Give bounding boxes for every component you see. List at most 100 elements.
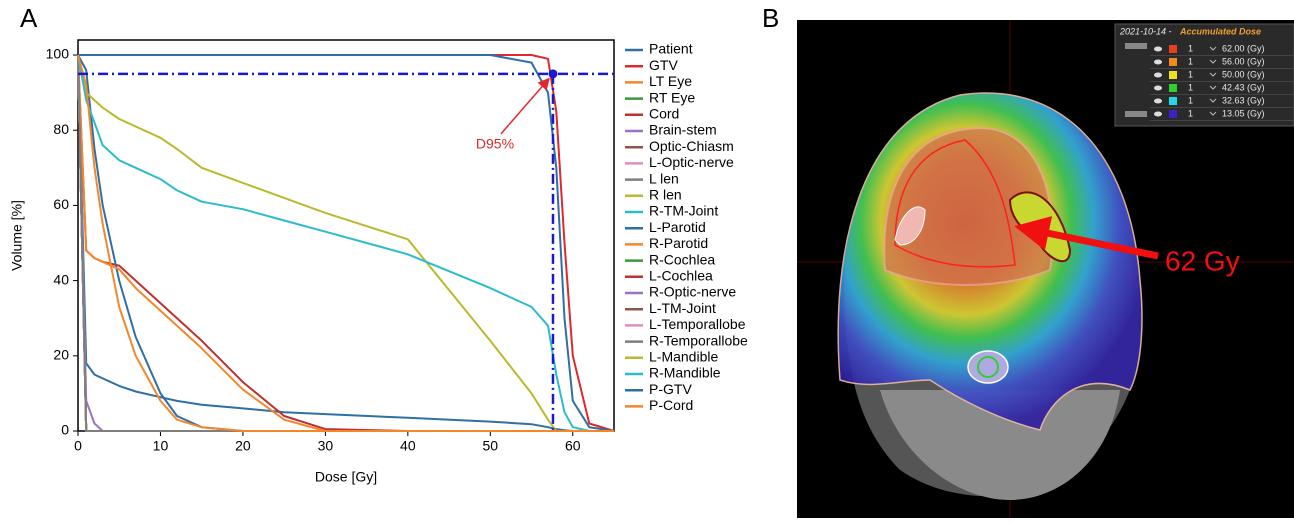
visibility-icon[interactable] xyxy=(1154,85,1162,91)
legend-label: R-Optic-nerve xyxy=(649,284,736,300)
callout-arrow xyxy=(1014,216,1159,260)
x-tick-label: 30 xyxy=(318,438,334,454)
legend-label: RT Eye xyxy=(649,89,695,105)
x-tick-label: 40 xyxy=(400,438,416,454)
visibility-icon[interactable] xyxy=(1154,46,1162,52)
legend-label: R-TM-Joint xyxy=(649,203,718,219)
y-tick-label: 60 xyxy=(53,196,69,212)
gtv-contour xyxy=(894,139,1016,268)
row-dose: 42.43 (Gy) xyxy=(1222,82,1265,92)
ptv-contour xyxy=(883,126,1054,286)
y-axis-label: Volume [%] xyxy=(9,200,25,271)
series-line xyxy=(77,54,614,432)
y-tick-label: 20 xyxy=(53,347,69,363)
legend-label: L-Temporallobe xyxy=(649,316,746,332)
row-dose: 56.00 (Gy) xyxy=(1222,56,1265,66)
legend-label: Brain-stem xyxy=(649,122,717,138)
visibility-icon[interactable] xyxy=(1154,98,1162,104)
legend-label: R-Parotid xyxy=(649,235,708,251)
color-swatch xyxy=(1169,110,1177,118)
legend-label: L-Parotid xyxy=(649,219,706,235)
color-swatch xyxy=(1169,71,1177,79)
slider xyxy=(1125,43,1147,49)
annotation-arrow xyxy=(500,77,550,135)
legend-label: R len xyxy=(649,187,682,203)
table-date: 2021-10-14 - xyxy=(1119,26,1172,36)
row-dose: 50.00 (Gy) xyxy=(1222,69,1265,79)
legend-label: Patient xyxy=(649,41,693,57)
dropdown-icon[interactable] xyxy=(1209,59,1217,64)
legend-label: R-Cochlea xyxy=(649,251,715,267)
plot-frame xyxy=(77,39,615,432)
legend-label: L-Mandible xyxy=(649,349,718,365)
annotation-label: D95% xyxy=(476,136,514,152)
series-line xyxy=(77,54,614,432)
series-line xyxy=(77,54,614,432)
color-swatch xyxy=(1169,45,1177,53)
x-tick-label: 50 xyxy=(483,438,499,454)
series-line xyxy=(77,54,614,432)
row-level: 1 xyxy=(1188,95,1193,105)
series-line xyxy=(78,54,615,432)
organ-contour xyxy=(894,206,926,246)
legend-label: L-Optic-nerve xyxy=(649,154,734,170)
y-tick-label: 0 xyxy=(61,422,69,438)
series-line xyxy=(77,54,614,432)
legend-label: R-Temporallobe xyxy=(649,332,748,348)
callout: 62 Gy xyxy=(1165,245,1240,276)
dropdown-icon[interactable] xyxy=(1209,98,1217,103)
series-line xyxy=(77,54,614,432)
dropdown-icon[interactable] xyxy=(1209,111,1217,116)
series-line xyxy=(77,54,614,432)
skull-base xyxy=(880,390,1120,500)
slider xyxy=(1125,111,1147,117)
visibility-icon[interactable] xyxy=(1154,72,1162,78)
cord-contour xyxy=(977,356,999,378)
panel-label: A xyxy=(20,3,38,33)
series-line xyxy=(77,54,614,432)
color-swatch xyxy=(1169,97,1177,105)
series-line xyxy=(77,54,614,432)
legend-label: L-TM-Joint xyxy=(649,300,716,316)
x-tick-label: 60 xyxy=(565,438,581,454)
color-swatch xyxy=(1169,58,1177,66)
cord-prv xyxy=(967,350,1009,384)
ct-image: 2021-10-14 - Accumulated Dose 1 62.00 (Gy… xyxy=(797,20,1294,518)
dropdown-icon[interactable] xyxy=(1209,46,1217,51)
series-line xyxy=(77,54,614,432)
series-line xyxy=(77,54,614,432)
dropdown-icon[interactable] xyxy=(1209,72,1217,77)
y-tick-label: 100 xyxy=(46,46,70,62)
row-level: 1 xyxy=(1188,56,1193,66)
series-line xyxy=(77,54,614,432)
table-title: Accumulated Dose xyxy=(1179,26,1261,36)
series-line xyxy=(77,54,614,432)
series-line xyxy=(77,54,614,432)
legend-label: Cord xyxy=(649,106,679,122)
visibility-icon[interactable] xyxy=(1154,111,1162,117)
x-tick-label: 0 xyxy=(74,438,82,454)
series-line xyxy=(77,54,614,432)
dropdown-icon[interactable] xyxy=(1209,85,1217,90)
series-line xyxy=(77,54,614,432)
series-line xyxy=(77,54,614,432)
visibility-icon[interactable] xyxy=(1154,59,1162,65)
annotation-point xyxy=(548,69,558,79)
row-level: 1 xyxy=(1188,43,1193,53)
color-swatch xyxy=(1169,84,1177,92)
legend-label: R-Mandible xyxy=(649,365,721,381)
legend-label: Optic-Chiasm xyxy=(649,138,734,154)
row-level: 1 xyxy=(1188,82,1193,92)
row-level: 1 xyxy=(1188,108,1193,118)
x-tick-label: 20 xyxy=(235,438,251,454)
row-dose: 62.00 (Gy) xyxy=(1222,43,1265,53)
series-line xyxy=(77,54,614,432)
legend-label: L len xyxy=(649,170,679,186)
row-dose: 32.63 (Gy) xyxy=(1222,95,1265,105)
row-level: 1 xyxy=(1188,69,1193,79)
series-line xyxy=(77,54,614,432)
legend-label: GTV xyxy=(649,57,678,73)
series-line xyxy=(78,54,615,432)
table-background xyxy=(1114,23,1294,127)
